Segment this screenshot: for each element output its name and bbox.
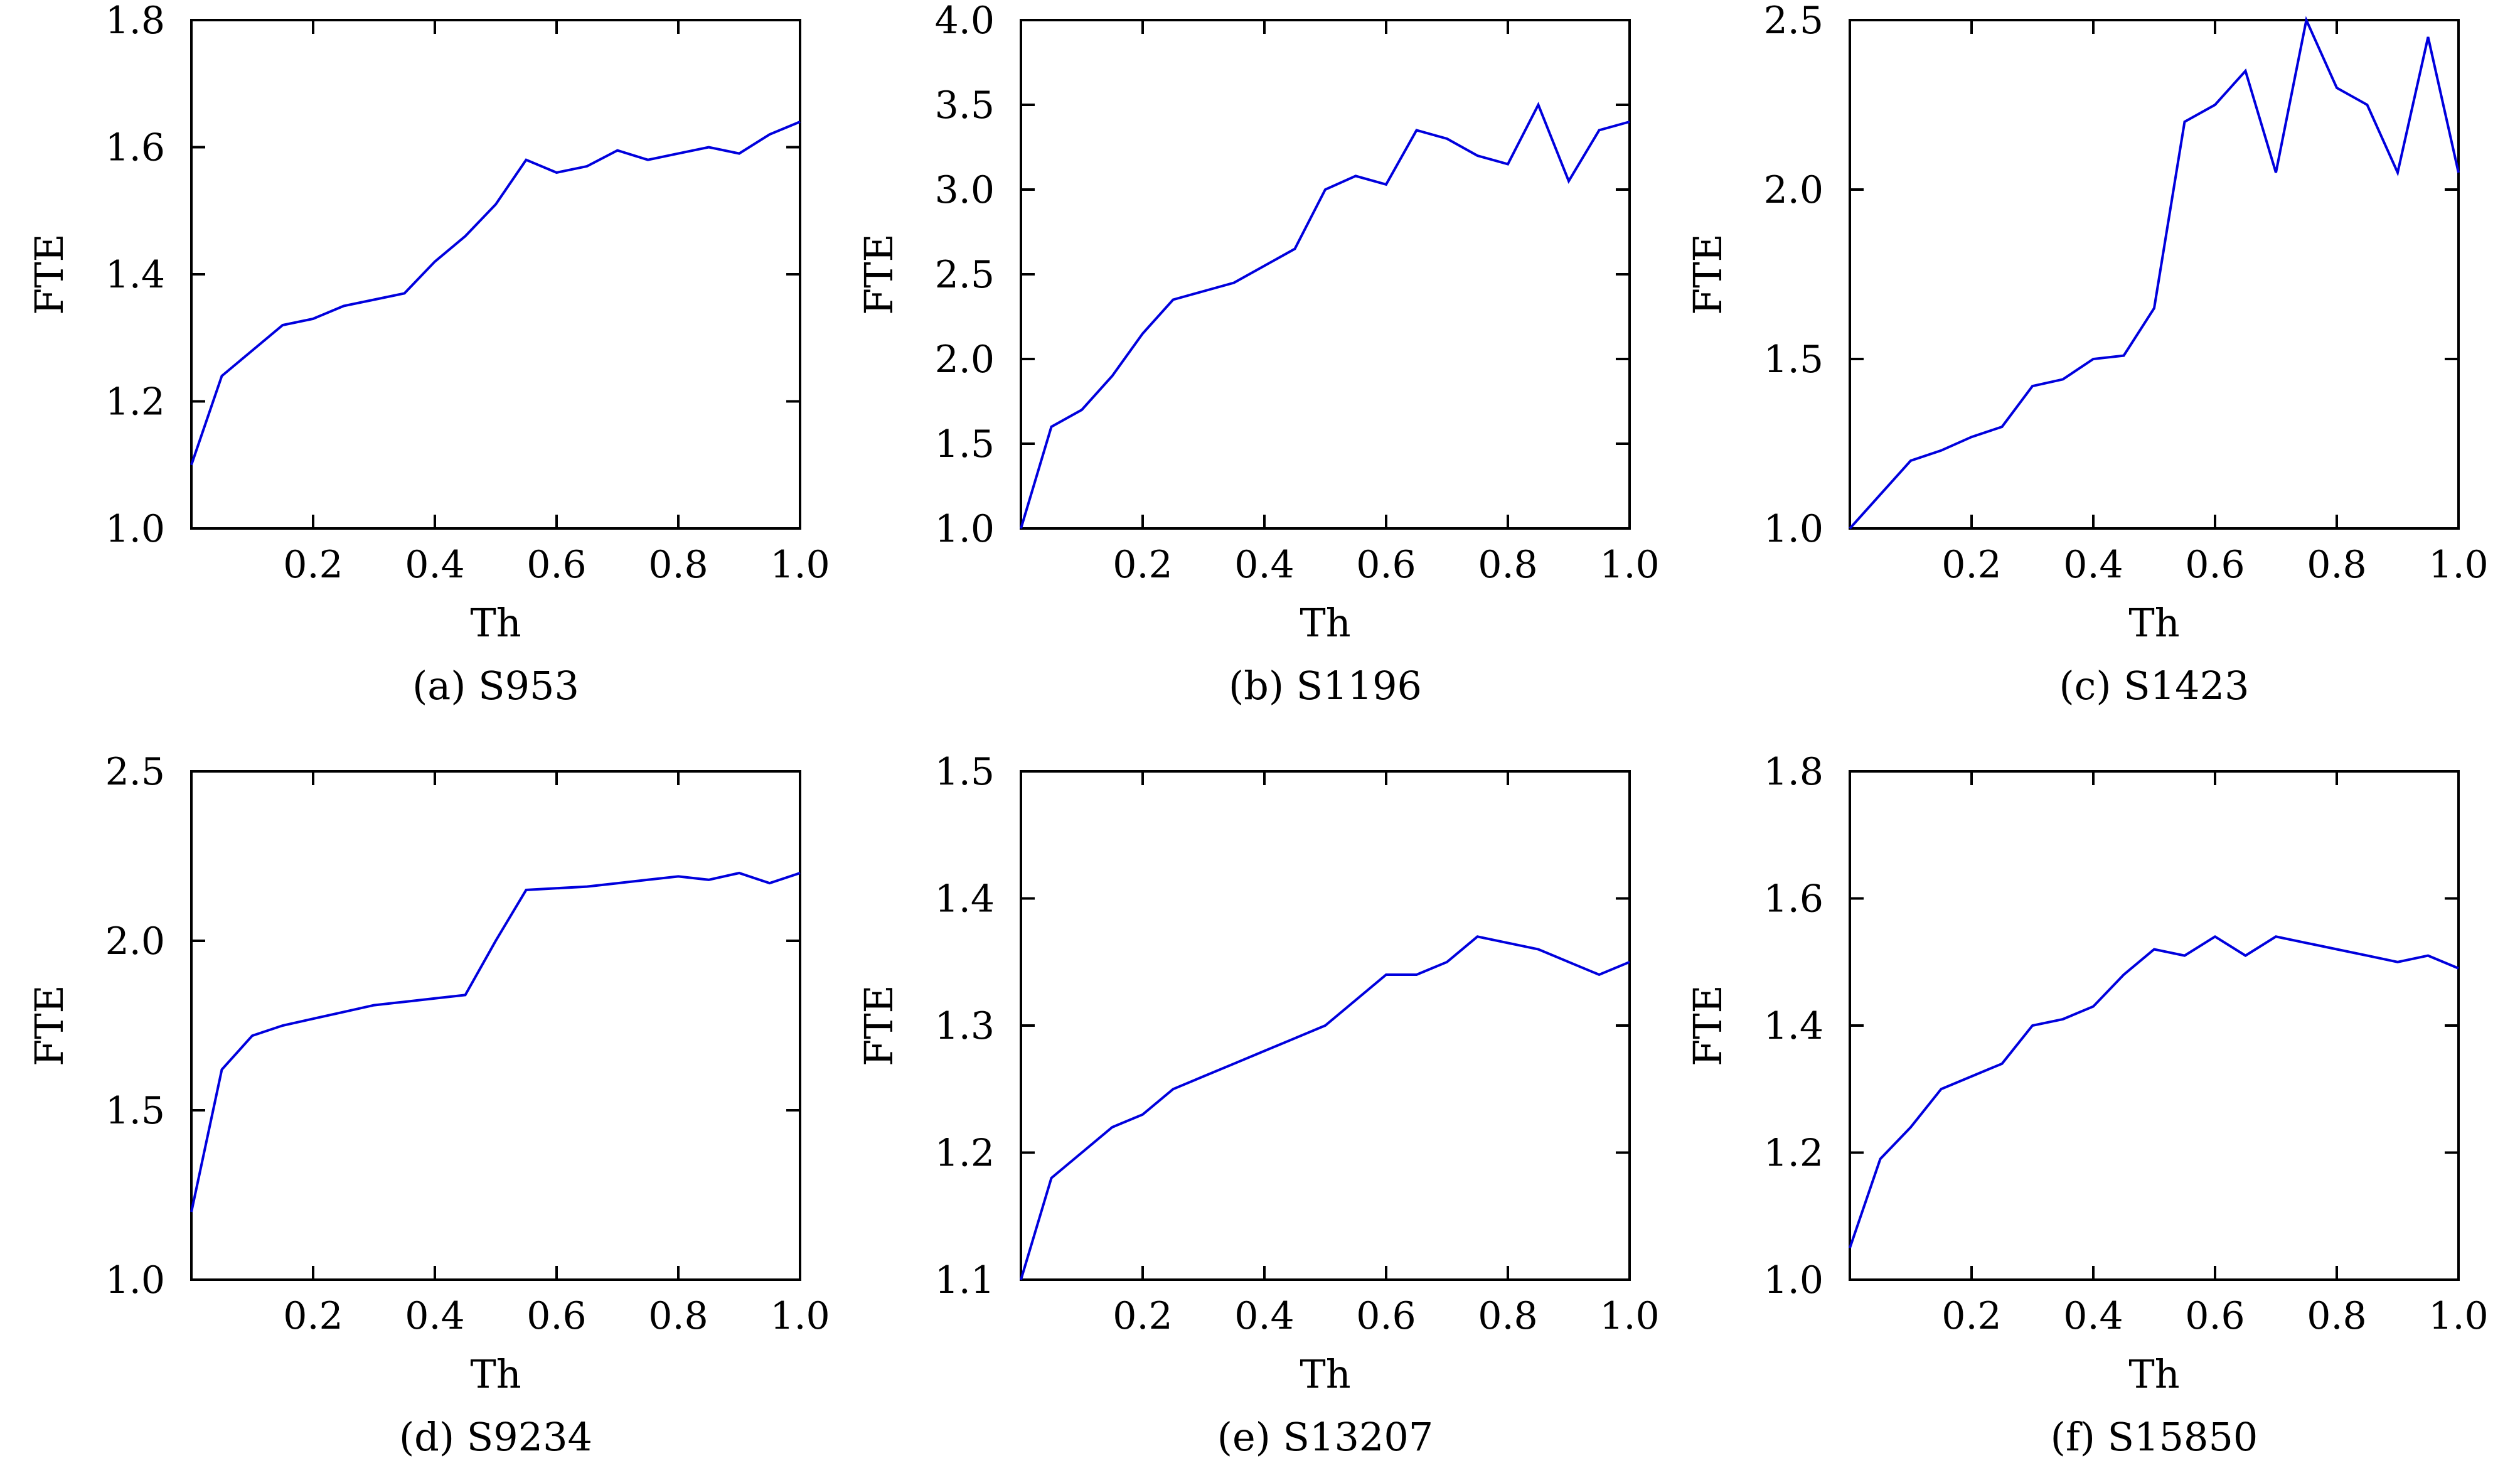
y-axis-label: FTE [1685, 233, 1731, 315]
y-tick-label: 2.0 [105, 919, 165, 963]
y-tick-label: 1.4 [105, 253, 165, 297]
x-tick-label: 0.8 [1478, 1294, 1537, 1338]
y-tick-label: 2.0 [935, 338, 995, 382]
series-line [1020, 935, 1630, 1280]
y-tick-label: 1.5 [935, 750, 995, 794]
y-tick-label: 1.3 [935, 1004, 995, 1048]
y-tick-label: 1.8 [1764, 750, 1823, 794]
y-tick-label: 3.0 [935, 168, 995, 212]
x-tick-label: 0.6 [526, 1294, 586, 1338]
series-line [190, 871, 801, 1213]
x-tick-label: 0.4 [1234, 1294, 1294, 1338]
subfigure-caption: (f) S15850 [2051, 1414, 2258, 1460]
x-tick-label: 1.0 [770, 543, 830, 587]
subfigure-caption: (b) S1196 [1229, 663, 1422, 709]
series-line [1849, 16, 2460, 530]
plot-frame [1849, 770, 2460, 1281]
chart-panel: 0.2 0.4 0.6 0.8 1.0 1.1 1.2 1.3 1.4 1.5 Th FTE (e) S… [856, 750, 1660, 1460]
x-tick-label: 0.4 [405, 1294, 464, 1338]
y-tick-label: 1.0 [935, 507, 995, 551]
y-tick-label: 4.0 [935, 0, 995, 43]
x-tick-label: 1.0 [1599, 1294, 1659, 1338]
x-tick-label: 0.2 [283, 1294, 343, 1338]
x-tick-label: 1.0 [2428, 1294, 2488, 1338]
x-tick-label: 0.6 [2185, 1294, 2245, 1338]
y-axis-label: FTE [1685, 985, 1731, 1066]
y-axis-label: FTE [26, 985, 72, 1066]
x-axis-label: Th [2128, 600, 2179, 646]
plot-frame [190, 19, 801, 530]
subfigure-caption: (a) S953 [412, 663, 579, 709]
x-tick-label: 0.4 [2063, 543, 2123, 587]
y-tick-label: 1.5 [1764, 338, 1823, 382]
chart-panel: 0.2 0.4 0.6 0.8 1.0 1.0 1.5 2.0 2.5 Th FTE (d) S923… [26, 750, 830, 1460]
x-tick-label: 0.2 [1941, 543, 2001, 587]
y-tick-label: 2.5 [105, 750, 165, 794]
subfigure-caption: (e) S13207 [1217, 1414, 1433, 1460]
y-axis-label: FTE [26, 233, 72, 315]
y-tick-label: 1.6 [1764, 877, 1823, 921]
y-tick-label: 1.6 [105, 126, 165, 170]
x-tick-label: 1.0 [1599, 543, 1659, 587]
chart-panel: 0.2 0.4 0.6 0.8 1.0 1.0 1.5 2.0 2.5 3.0 3.5 4.0 Th FT… [856, 0, 1660, 709]
x-tick-label: 0.8 [648, 1294, 708, 1338]
plot-frame [190, 770, 801, 1281]
y-axis-label: FTE [856, 985, 902, 1066]
y-tick-label: 2.5 [1764, 0, 1823, 43]
x-tick-label: 0.6 [1356, 1294, 1416, 1338]
chart-panel: 0.2 0.4 0.6 0.8 1.0 1.0 1.5 2.0 2.5 Th FTE (c) S142… [1685, 0, 2489, 709]
series-line [1020, 102, 1630, 529]
x-axis-label: Th [1300, 1351, 1350, 1397]
x-axis-label: Th [2128, 1351, 2179, 1397]
series-line [190, 121, 801, 466]
x-tick-label: 0.4 [2063, 1294, 2123, 1338]
x-tick-label: 0.4 [1234, 543, 1294, 587]
y-tick-label: 1.0 [1764, 1258, 1823, 1302]
y-tick-label: 1.0 [1764, 507, 1823, 551]
subfigure-caption: (c) S1423 [2059, 663, 2249, 709]
x-tick-label: 0.6 [2185, 543, 2245, 587]
series-line [1849, 935, 2459, 1249]
y-tick-label: 1.8 [105, 0, 165, 43]
x-tick-label: 0.6 [526, 543, 586, 587]
x-tick-label: 1.0 [2428, 543, 2488, 587]
y-tick-label: 1.1 [935, 1258, 995, 1302]
y-tick-label: 2.5 [935, 253, 995, 297]
y-tick-label: 1.5 [935, 422, 995, 466]
y-tick-label: 1.0 [105, 507, 165, 551]
x-tick-label: 0.6 [1356, 543, 1416, 587]
plot-frame [1020, 19, 1631, 530]
y-tick-label: 1.4 [935, 877, 995, 921]
plot-frame [1849, 19, 2460, 530]
y-tick-label: 1.2 [105, 380, 165, 424]
y-tick-label: 1.0 [105, 1258, 165, 1302]
x-tick-label: 0.8 [2307, 543, 2366, 587]
x-tick-label: 0.8 [2307, 1294, 2366, 1338]
x-axis-label: Th [1300, 600, 1350, 646]
x-axis-label: Th [470, 600, 521, 646]
x-axis-label: Th [470, 1351, 521, 1397]
y-tick-label: 3.5 [935, 83, 995, 127]
x-tick-label: 0.2 [283, 543, 343, 587]
chart-panel: 0.2 0.4 0.6 0.8 1.0 1.0 1.2 1.4 1.6 1.8 Th FTE (a) S… [26, 0, 830, 709]
x-tick-label: 0.2 [1113, 543, 1172, 587]
y-tick-label: 1.2 [935, 1132, 995, 1176]
x-tick-label: 0.8 [1478, 543, 1537, 587]
y-tick-label: 1.4 [1764, 1004, 1823, 1048]
y-axis-label: FTE [856, 233, 902, 315]
x-tick-label: 0.2 [1941, 1294, 2001, 1338]
x-tick-label: 1.0 [770, 1294, 830, 1338]
y-tick-label: 1.5 [105, 1089, 165, 1133]
y-tick-label: 2.0 [1764, 168, 1823, 212]
x-tick-label: 0.8 [648, 543, 708, 587]
x-tick-label: 0.4 [405, 543, 464, 587]
chart-panel: 0.2 0.4 0.6 0.8 1.0 1.0 1.2 1.4 1.6 1.8 Th FTE (f) S… [1685, 750, 2489, 1460]
x-tick-label: 0.2 [1113, 1294, 1172, 1338]
subfigure-caption: (d) S9234 [399, 1414, 592, 1460]
y-tick-label: 1.2 [1764, 1132, 1823, 1176]
